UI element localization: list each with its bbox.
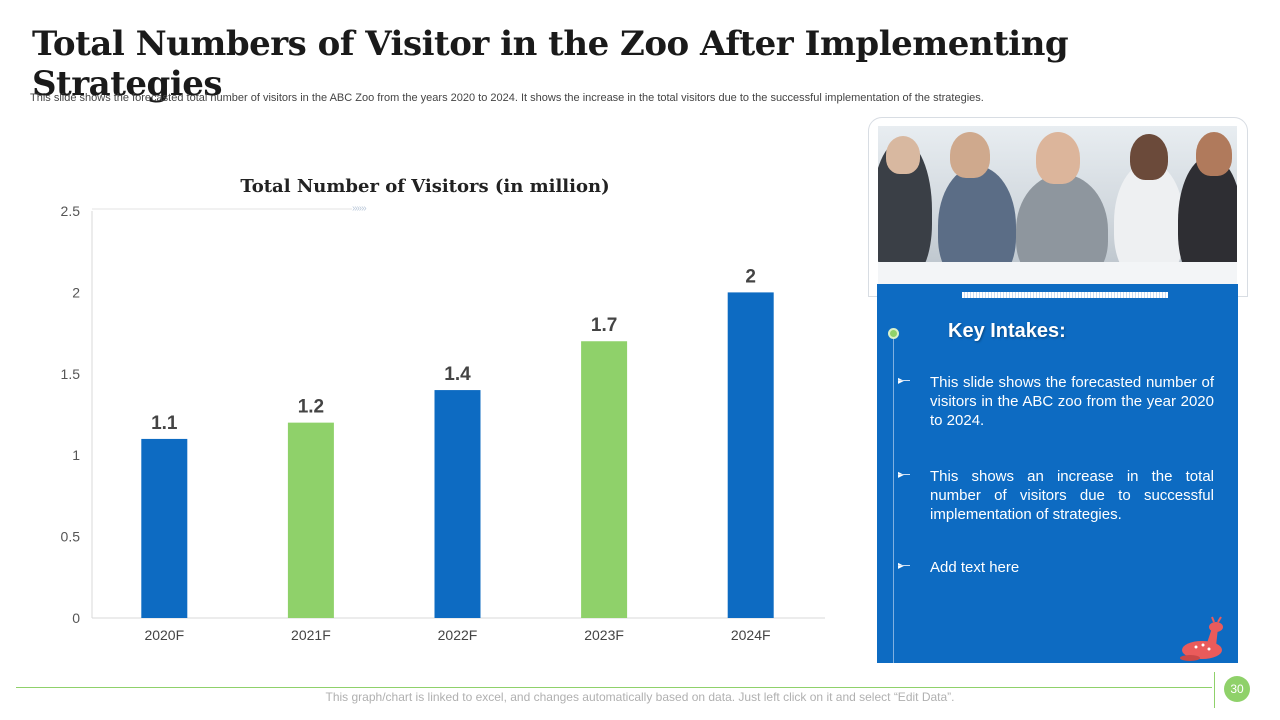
x-tick-label: 2020F xyxy=(144,627,184,643)
y-tick-label: 1 xyxy=(72,447,80,463)
x-tick-label: 2022F xyxy=(438,627,478,643)
panel-decor-strip xyxy=(962,292,1168,298)
x-tick-label: 2021F xyxy=(291,627,331,643)
key-intake-text: Add text here xyxy=(930,559,1020,576)
page-number: 30 xyxy=(1224,676,1250,702)
data-label: 1.1 xyxy=(151,413,178,434)
slide-title: Total Numbers of Visitor in the Zoo Afte… xyxy=(32,24,1069,104)
x-tick-label: 2024F xyxy=(731,627,771,643)
key-intake-item: ▸ This slide shows the forecasted number… xyxy=(898,373,1214,430)
chevrons-icon: »»» xyxy=(352,203,367,214)
timeline-line xyxy=(893,333,894,663)
bar-2021f xyxy=(287,422,334,618)
business-meeting-photo xyxy=(878,126,1237,284)
bar-2023f xyxy=(581,341,628,618)
bar-2020f xyxy=(141,438,188,618)
key-intakes-panel xyxy=(877,284,1238,663)
y-tick-label: 2 xyxy=(72,284,80,300)
key-intake-text: This shows an increase in the total numb… xyxy=(930,468,1214,523)
timeline-dot-icon xyxy=(888,328,899,339)
data-label: 1.2 xyxy=(298,397,324,418)
arrow-right-icon: ▸ xyxy=(898,373,911,387)
data-label: 1.7 xyxy=(591,315,617,336)
chart-title: Total Number of Visitors (in million) xyxy=(240,176,610,197)
y-tick-label: 0 xyxy=(72,610,80,626)
slide-subtitle: This slide shows the forecasted total nu… xyxy=(30,92,984,104)
y-tick-label: 1.5 xyxy=(61,366,81,382)
x-tick-label: 2023F xyxy=(584,627,624,643)
bar-2024f xyxy=(727,292,774,618)
arrow-right-icon: ▸ xyxy=(898,467,911,481)
footer-divider-vertical xyxy=(1214,672,1215,708)
key-intake-item: ▸ This shows an increase in the total nu… xyxy=(898,467,1214,524)
arrow-right-icon: ▸ xyxy=(898,558,911,572)
data-label: 1.4 xyxy=(444,364,471,385)
y-tick-label: 2.5 xyxy=(61,203,81,219)
footer-note: This graph/chart is linked to excel, and… xyxy=(325,690,955,704)
data-label: 2 xyxy=(745,266,756,287)
key-intake-text: This slide shows the forecasted number o… xyxy=(930,374,1214,429)
key-intakes-heading: Key Intakes: xyxy=(948,320,1066,342)
deer-icon xyxy=(1180,616,1223,661)
y-tick-label: 0.5 xyxy=(61,529,81,545)
key-intake-item: ▸ Add text here xyxy=(898,558,1214,577)
bar-2022f xyxy=(434,390,481,618)
footer-divider xyxy=(16,687,1212,688)
